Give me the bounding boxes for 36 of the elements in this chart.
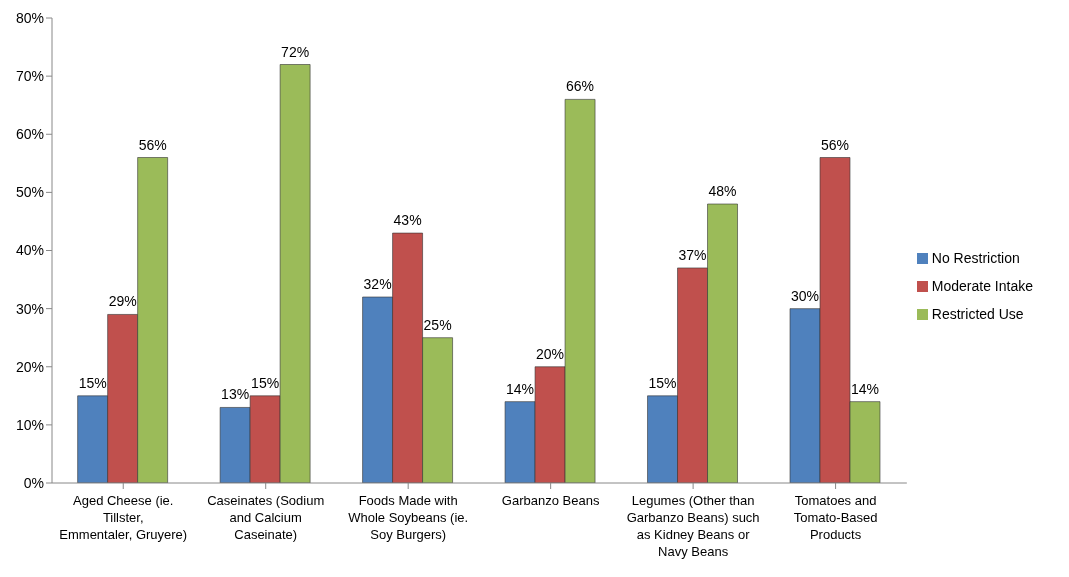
legend-label: Restricted Use [931,305,1024,322]
y-tick-label: 70% [15,68,44,85]
data-label: 72% [281,43,310,60]
y-tick-label: 60% [15,126,44,143]
data-label: 43% [393,212,422,229]
x-tick-label: Aged Cheese (ie. Tillster, Emmentaler, Gruyere) [59,493,188,542]
y-tick-label: 30% [15,300,44,317]
x-tick-label: Foods Made with Whole Soybeans (ie. Soy Burgers) [348,493,469,542]
data-label: 25% [423,316,452,333]
y-tick-label: 10% [15,416,44,433]
data-label: 14% [506,380,535,397]
data-label: 56% [138,136,167,153]
data-label: 66% [566,78,595,95]
data-label: 20% [536,345,565,362]
data-label: 32% [363,276,392,292]
data-label: 30% [790,287,820,304]
y-tick-label: 50% [15,184,44,201]
data-label: 29% [108,293,137,310]
y-tick-label: 80% [15,9,44,26]
data-label: 37% [678,246,707,263]
data-label: 15% [78,374,107,391]
x-tick-label: Legumes (Other than Garbanzo Beans) such as Kidney Beans or Navy Beans [626,493,760,559]
data-label: 48% [708,183,737,199]
data-label: 15% [251,374,280,391]
x-tick-label: Caseinates (Sodium and Calcium Caseinate) [207,493,325,542]
data-label: 13% [221,386,250,403]
data-label: 56% [820,136,850,153]
y-tick-label: 40% [15,242,44,259]
x-tick-label: Garbanzo Beans [501,493,600,508]
legend-label: Moderate Intake [931,277,1033,294]
x-tick-label: Tomatoes and Tomato-Based Products [793,493,878,542]
data-label: 15% [648,374,677,391]
y-tick-label: 20% [15,358,44,375]
data-label: 14% [850,380,880,397]
y-tick-label: 0% [23,474,44,491]
legend-label: No Restriction [931,249,1020,266]
